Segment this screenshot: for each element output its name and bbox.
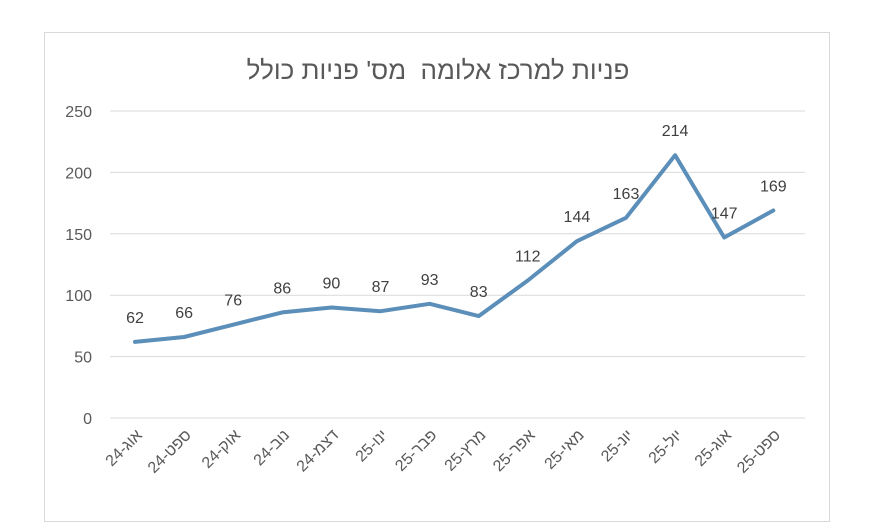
data-label: 144: [564, 209, 591, 226]
x-tick-label: מרץ-25: [442, 427, 490, 475]
x-tick-label: יונ-25: [598, 427, 637, 466]
series-line: [133, 153, 776, 344]
data-label: 87: [372, 279, 390, 296]
y-tick-label: 200: [65, 165, 92, 182]
x-tick-label: ינו-25: [353, 427, 392, 466]
data-label: 163: [613, 186, 640, 203]
data-label: 83: [470, 284, 488, 301]
data-label: 86: [273, 280, 291, 297]
x-tick-label: אוק-24: [199, 427, 244, 472]
data-label: 112: [515, 248, 541, 265]
x-tick-label: ספט-25: [734, 427, 784, 477]
x-tick-label: מאי-25: [542, 427, 588, 473]
y-tick-label: 100: [65, 288, 92, 305]
data-label: 90: [323, 275, 341, 292]
chart-frame: פניות למרכז אלומה מס' פניות כולל: [44, 32, 830, 522]
data-label: 76: [224, 293, 242, 310]
data-label: 169: [760, 178, 787, 195]
x-tick-label: אוג-24: [103, 427, 146, 470]
x-tick-label: נוב-24: [251, 427, 293, 469]
data-label: 62: [126, 310, 144, 327]
data-label: 93: [421, 272, 439, 289]
x-tick-label: אפר-25: [490, 427, 538, 475]
x-tick-label: פבר-25: [392, 427, 440, 475]
y-tick-label: 150: [65, 227, 92, 244]
chart-title: פניות למרכז אלומה מס' פניות כולל: [246, 55, 630, 85]
data-label: 66: [175, 305, 193, 322]
x-tick-label: אוג-25: [692, 427, 735, 470]
y-tick-label: 50: [74, 350, 92, 367]
x-tick-label: יול-25: [645, 426, 686, 467]
x-tick-label: דצמ-24: [294, 427, 343, 476]
data-label: 147: [711, 205, 738, 222]
data-label: 214: [662, 123, 689, 140]
y-tick-label: 0: [83, 411, 92, 428]
y-tick-label: 250: [65, 104, 92, 121]
x-tick-label: ספט-24: [145, 427, 195, 477]
